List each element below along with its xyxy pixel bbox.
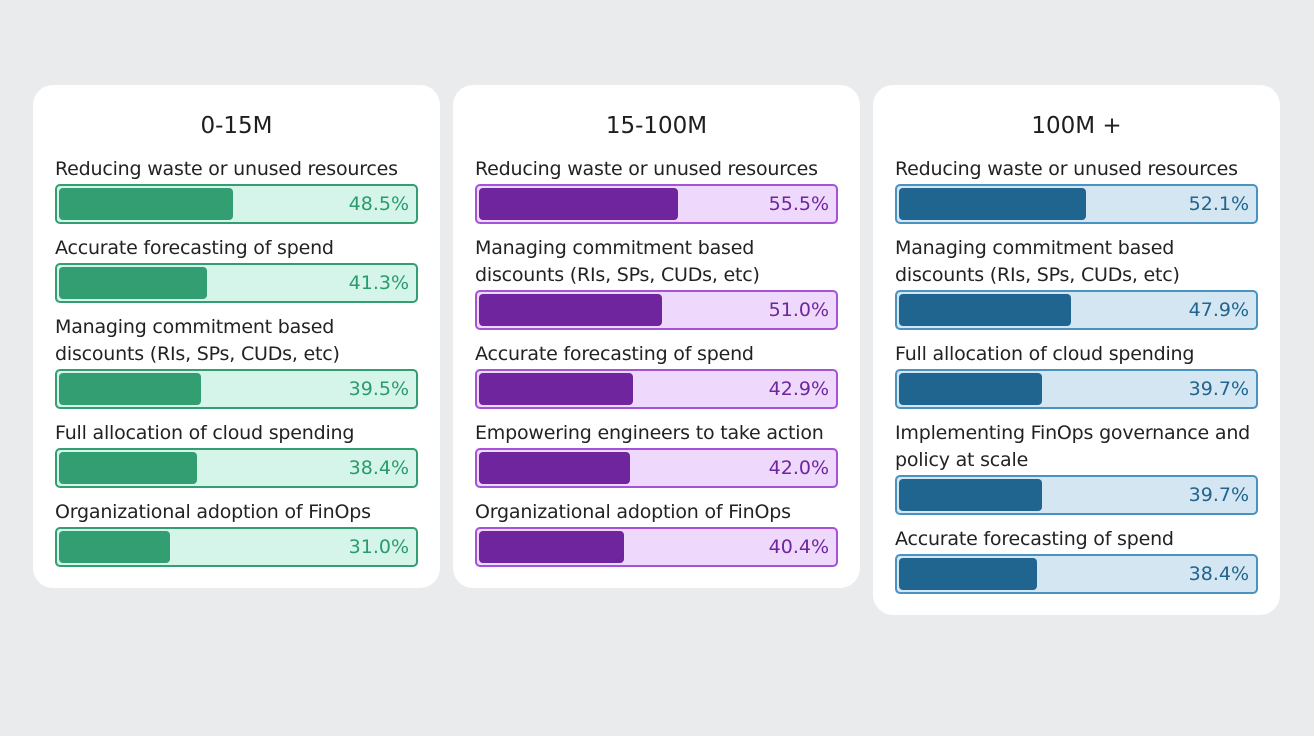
panel-title: 15-100M <box>605 113 708 139</box>
bar-fill <box>899 558 1037 590</box>
bar-value-label: 39.7% <box>1188 378 1249 400</box>
bar-value-label: 52.1% <box>1188 193 1249 215</box>
bar-fill <box>59 188 233 220</box>
bar-fill <box>479 531 624 563</box>
bar-fill <box>899 294 1071 326</box>
bar-value-label: 39.7% <box>1188 484 1249 506</box>
bar-fill <box>479 294 662 326</box>
bar-label: Reducing waste or unused resources <box>895 158 1238 180</box>
panel-title: 0-15M <box>200 113 273 139</box>
bar-value-label: 41.3% <box>348 272 409 294</box>
bar-value-label: 38.4% <box>348 457 409 479</box>
bar-value-label: 48.5% <box>348 193 409 215</box>
bar-item: Full allocation of cloud spending 39.7% <box>895 341 1258 409</box>
bar-track: 48.5% <box>55 184 418 224</box>
bar-label: Managing commitment based discounts (RIs… <box>55 316 340 365</box>
bar-label: Implementing FinOps governance and polic… <box>895 422 1251 471</box>
bar-label: Accurate forecasting of spend <box>55 237 334 259</box>
bar-track: 38.4% <box>55 448 418 488</box>
bar-fill <box>59 373 201 405</box>
bar-track: 55.5% <box>475 184 838 224</box>
bar-value-label: 31.0% <box>348 536 409 558</box>
bar-item: Reducing waste or unused resources 52.1% <box>895 156 1258 224</box>
bar-item: Reducing waste or unused resources 55.5% <box>475 156 838 224</box>
bar-fill <box>899 188 1086 220</box>
bar-fill <box>899 373 1042 405</box>
bar-item: Implementing FinOps governance and polic… <box>895 420 1258 515</box>
bar-item: Reducing waste or unused resources 48.5% <box>55 156 418 224</box>
bar-label: Reducing waste or unused resources <box>475 158 818 180</box>
bar-track: 38.4% <box>895 554 1258 594</box>
bar-label: Accurate forecasting of spend <box>475 343 754 365</box>
bar-label: Full allocation of cloud spending <box>895 343 1195 365</box>
bar-label: Full allocation of cloud spending <box>55 422 355 444</box>
bar-fill <box>479 188 678 220</box>
bar-track: 41.3% <box>55 263 418 303</box>
bar-item: Organizational adoption of FinOps 31.0% <box>55 499 418 567</box>
bar-label: Managing commitment based discounts (RIs… <box>895 237 1180 286</box>
bar-value-label: 40.4% <box>768 536 829 558</box>
bar-label: Managing commitment based discounts (RIs… <box>475 237 760 286</box>
bar-track: 39.7% <box>895 475 1258 515</box>
bar-value-label: 51.0% <box>768 299 829 321</box>
bar-value-label: 42.0% <box>768 457 829 479</box>
bar-label: Empowering engineers to take action <box>475 422 824 444</box>
bar-item: Accurate forecasting of spend 42.9% <box>475 341 838 409</box>
bar-track: 47.9% <box>895 290 1258 330</box>
bar-item: Empowering engineers to take action 42.0% <box>475 420 838 488</box>
panel-title: 100M + <box>1031 113 1122 139</box>
bar-track: 42.0% <box>475 448 838 488</box>
bar-track: 51.0% <box>475 290 838 330</box>
panel-15-100m: 15-100M Reducing waste or unused resourc… <box>453 85 860 588</box>
bar-track: 42.9% <box>475 369 838 409</box>
bar-fill <box>59 452 197 484</box>
bar-track: 39.7% <box>895 369 1258 409</box>
bar-fill <box>59 531 170 563</box>
bar-item: Managing commitment based discounts (RIs… <box>895 235 1258 330</box>
bar-value-label: 38.4% <box>1188 563 1249 585</box>
bar-item: Organizational adoption of FinOps 40.4% <box>475 499 838 567</box>
bar-fill <box>899 479 1042 511</box>
bar-track: 39.5% <box>55 369 418 409</box>
bar-track: 40.4% <box>475 527 838 567</box>
bar-value-label: 55.5% <box>768 193 829 215</box>
panel-0-15m: 0-15M Reducing waste or unused resources… <box>33 85 440 588</box>
bar-item: Managing commitment based discounts (RIs… <box>475 235 838 330</box>
bar-label: Reducing waste or unused resources <box>55 158 398 180</box>
bar-label: Organizational adoption of FinOps <box>475 501 791 523</box>
bar-track: 31.0% <box>55 527 418 567</box>
bar-item: Full allocation of cloud spending 38.4% <box>55 420 418 488</box>
bar-fill <box>479 373 633 405</box>
bar-item: Managing commitment based discounts (RIs… <box>55 314 418 409</box>
bar-item: Accurate forecasting of spend 38.4% <box>895 526 1258 594</box>
bar-item: Accurate forecasting of spend 41.3% <box>55 235 418 303</box>
panel-100m-plus: 100M + Reducing waste or unused resource… <box>873 85 1280 615</box>
bar-label: Organizational adoption of FinOps <box>55 501 371 523</box>
bar-fill <box>59 267 207 299</box>
bar-fill <box>479 452 630 484</box>
bar-label: Accurate forecasting of spend <box>895 528 1174 550</box>
bar-value-label: 42.9% <box>768 378 829 400</box>
bar-value-label: 47.9% <box>1188 299 1249 321</box>
bar-track: 52.1% <box>895 184 1258 224</box>
bar-value-label: 39.5% <box>348 378 409 400</box>
